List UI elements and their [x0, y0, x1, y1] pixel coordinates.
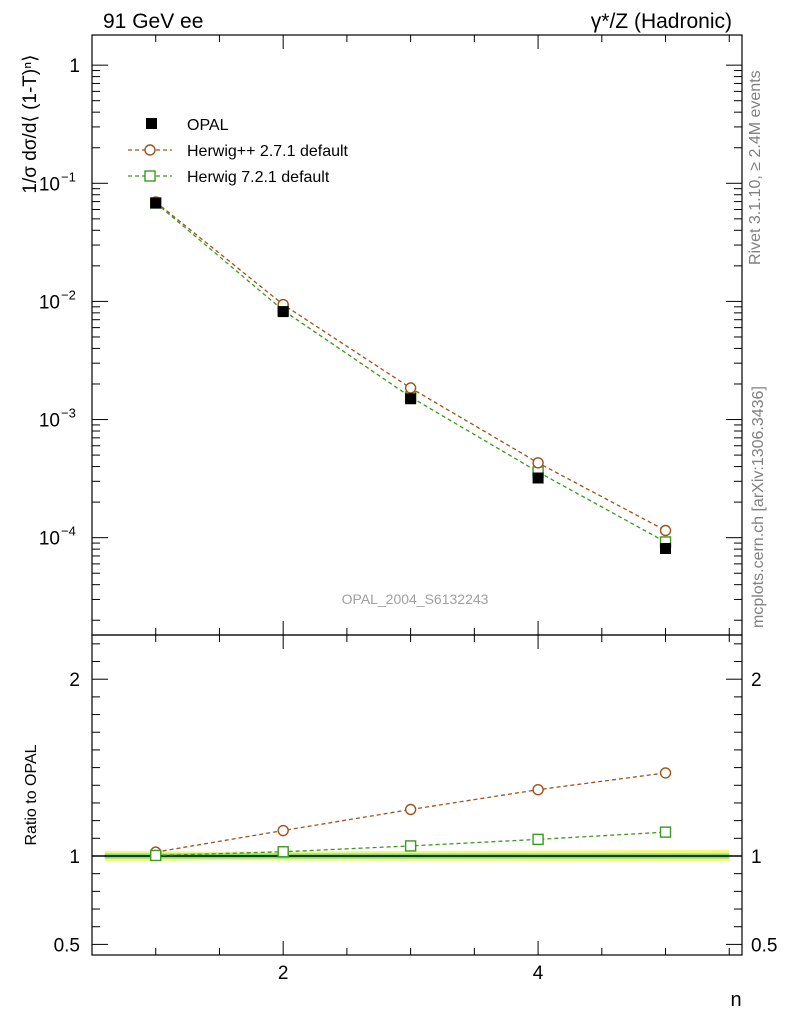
axis-ticks — [91, 35, 742, 955]
main-point-herwigpp — [659, 524, 672, 537]
ratio-y-tick-label-left: 2 — [69, 670, 80, 691]
legend-marker-herwigpp — [144, 144, 156, 156]
ratio-point-herwig7 — [150, 849, 162, 862]
rivet-label: Rivet 3.1.10, ≥ 2.4M events — [747, 70, 764, 265]
ratio-y-tick-label-left: 1 — [69, 847, 80, 868]
main-point-opal — [150, 197, 162, 209]
ratio-line-herwigpp — [155, 772, 666, 853]
main-point-opal — [405, 393, 417, 405]
ratio-point-herwigpp — [532, 783, 544, 796]
ratio-point-herwigpp — [277, 824, 289, 837]
main-y-tick-exponent: −2 — [61, 287, 76, 302]
x-axis-label: n — [730, 989, 741, 1011]
data-series — [150, 196, 672, 862]
x-tick-label: 2 — [278, 963, 289, 984]
main-y-axis-label: 1/σ dσ/d⟨ (1-T)ⁿ⟩ — [20, 54, 41, 193]
ratio-y-axis-label: Ratio to OPAL — [23, 744, 40, 845]
header-right: γ*/Z (Hadronic) — [591, 10, 732, 33]
ratio-plot-frame — [91, 634, 743, 956]
legend-marker-herwig7 — [144, 170, 156, 182]
ratio-point-herwig7 — [277, 846, 289, 858]
main-y-tick-exponent: −4 — [61, 524, 76, 539]
ratio-point-herwigpp — [404, 803, 417, 816]
ratio-point-herwig7 — [404, 840, 417, 852]
header-left: 91 GeV ee — [103, 10, 203, 33]
legend-label-opal: OPAL — [187, 117, 229, 134]
main-y-tick-exponent: −3 — [61, 406, 76, 421]
ratio-point-herwig7 — [532, 833, 544, 846]
main-point-herwigpp — [532, 457, 544, 469]
ratio-uncertainty-band — [92, 849, 742, 862]
main-point-herwigpp — [404, 382, 417, 394]
main-y-tick-label: 10 — [39, 529, 60, 550]
main-line-herwigpp — [155, 201, 666, 532]
legend: OPAL Herwig++ 2.7.1 default Herwig 7.2.1… — [128, 117, 349, 186]
ratio-point-herwigpp — [659, 767, 672, 779]
ratio-y-tick-label-right: 2 — [751, 670, 762, 691]
main-y-tick-label: 1 — [69, 56, 80, 77]
main-point-opal — [532, 472, 544, 484]
legend-marker-opal — [146, 118, 157, 129]
ratio-point-herwig7 — [659, 826, 672, 838]
main-y-tick-exponent: −1 — [61, 169, 76, 184]
legend-label-herwigpp: Herwig++ 2.7.1 default — [187, 143, 349, 160]
analysis-watermark: OPAL_2004_S6132243 — [342, 591, 489, 607]
main-y-tick-label: 10 — [39, 174, 60, 195]
legend-label-herwig7: Herwig 7.2.1 default — [187, 169, 330, 186]
x-tick-label: 4 — [533, 963, 544, 984]
main-line-herwig7 — [155, 202, 666, 543]
mcplots-label: mcplots.cern.ch [arXiv:1306.3436] — [750, 386, 767, 628]
ratio-y-tick-label-right: 1 — [751, 847, 762, 868]
ratio-y-tick-label-right: 0.5 — [751, 935, 777, 956]
main-y-tick-label: 10 — [39, 292, 60, 313]
main-y-tick-label: 10 — [39, 411, 60, 432]
ratio-y-tick-label-left: 0.5 — [54, 935, 80, 956]
main-point-opal — [277, 306, 289, 318]
main-point-opal — [660, 542, 672, 554]
